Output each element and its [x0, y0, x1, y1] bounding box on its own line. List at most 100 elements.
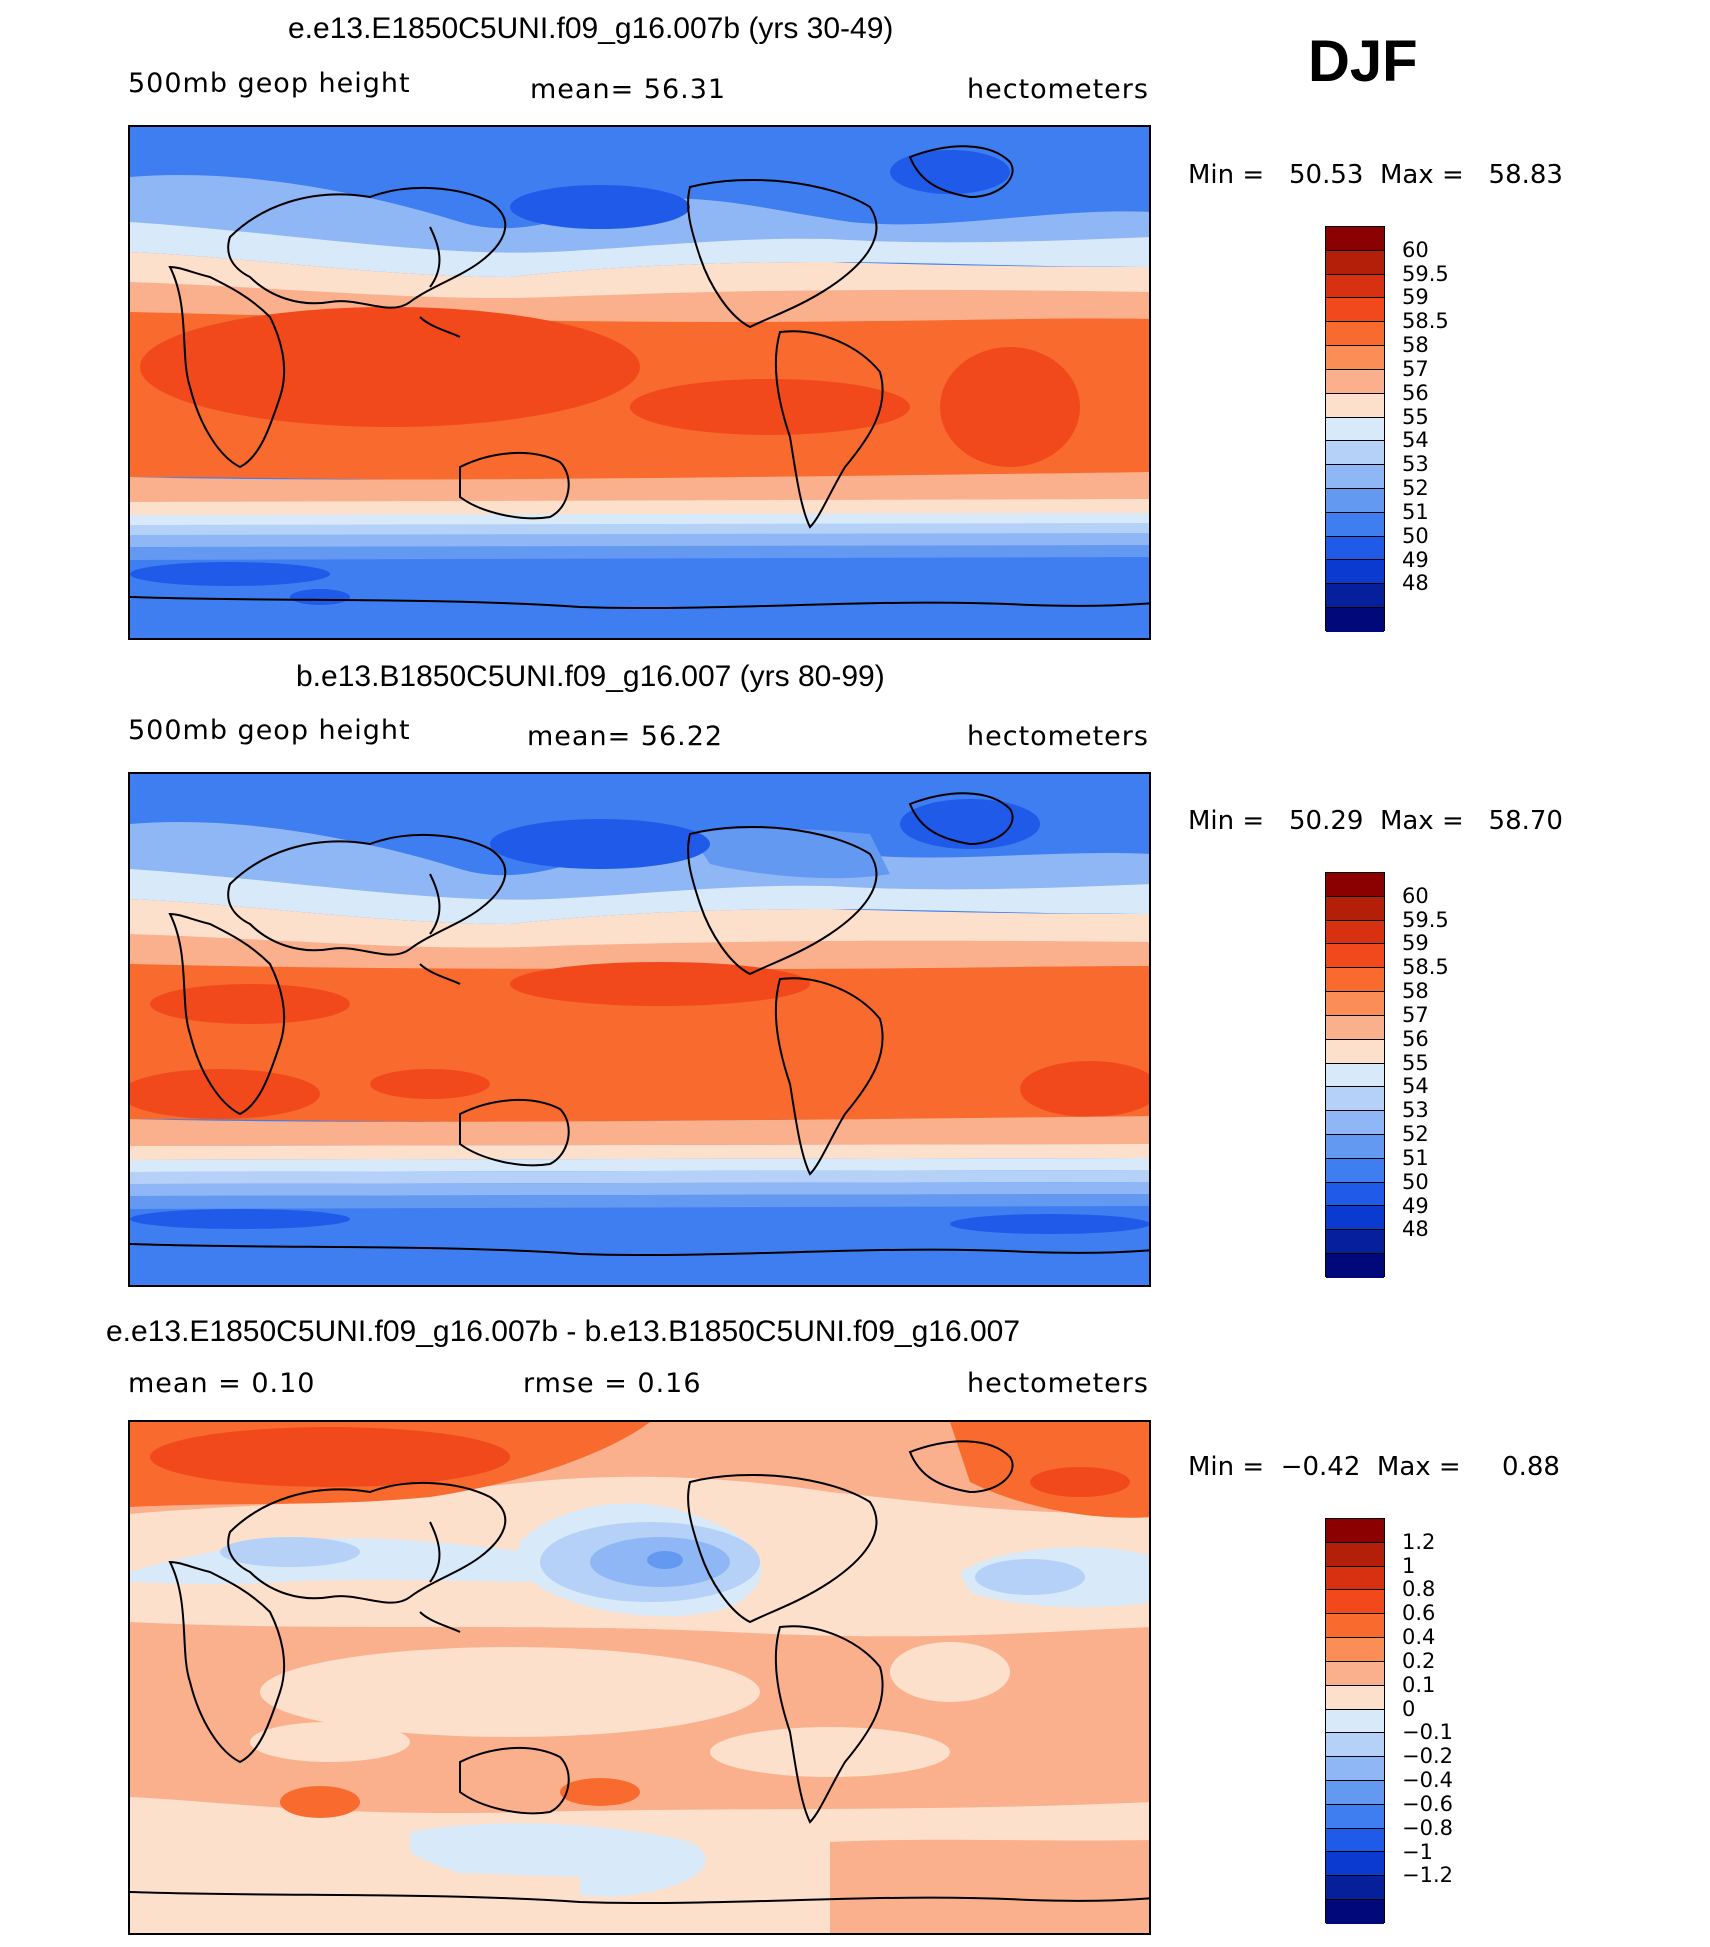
colorbar-swatch [1326, 1230, 1384, 1254]
panel-1-mean: mean= 56.31 [530, 74, 727, 105]
colorbar-label: 48 [1402, 571, 1429, 596]
colorbar-label: 1 [1402, 1553, 1416, 1578]
colorbar-label: 49 [1402, 1193, 1429, 1218]
panel-2-map-field [130, 774, 1149, 1285]
colorbar-label: 0.1 [1402, 1672, 1436, 1697]
panel-2-colorbar [1325, 872, 1385, 1278]
colorbar-label: 58 [1402, 333, 1429, 358]
colorbar-swatch [1326, 1206, 1384, 1231]
colorbar-swatch [1326, 896, 1384, 921]
colorbar-swatch [1326, 1614, 1384, 1639]
panel-3-map-field [130, 1422, 1149, 1933]
colorbar-label: 1.2 [1402, 1529, 1436, 1554]
colorbar-swatch [1326, 1158, 1384, 1183]
colorbar-swatch [1326, 250, 1384, 275]
colorbar-swatch [1326, 512, 1384, 537]
colorbar-label: 50 [1402, 523, 1429, 548]
colorbar-label: 54 [1402, 428, 1429, 453]
colorbar-swatch [1326, 1542, 1384, 1567]
colorbar-label: 60 [1402, 237, 1429, 262]
colorbar-swatch [1326, 465, 1384, 489]
panel-1-title: e.e13.E1850C5UNI.f09_g16.007b (yrs 30-49… [288, 12, 894, 45]
colorbar-label: −1 [1402, 1839, 1433, 1864]
panel-3-title: e.e13.E1850C5UNI.f09_g16.007b - b.e13.B1… [106, 1315, 1021, 1348]
colorbar-swatch [1326, 1780, 1384, 1805]
colorbar-swatch [1326, 1900, 1384, 1924]
colorbar-swatch [1326, 1087, 1384, 1112]
colorbar-label: 59 [1402, 285, 1429, 310]
colorbar-label: 58.5 [1402, 955, 1449, 980]
colorbar-label: 54 [1402, 1074, 1429, 1099]
colorbar-label: −0.4 [1402, 1768, 1453, 1793]
colorbar-swatch [1326, 417, 1384, 442]
panel-2-units: hectometers [967, 721, 1149, 752]
colorbar-label: −0.6 [1402, 1791, 1453, 1816]
panel-1-variable: 500mb geop height [128, 68, 411, 99]
colorbar-swatch [1326, 1134, 1384, 1159]
colorbar-swatch [1326, 488, 1384, 513]
colorbar-swatch [1326, 944, 1384, 969]
panel-1-colorbar [1325, 226, 1385, 632]
colorbar-swatch [1326, 1733, 1384, 1758]
colorbar-swatch [1326, 584, 1384, 608]
colorbar-swatch [1326, 1685, 1384, 1710]
colorbar-swatch [1326, 1566, 1384, 1591]
colorbar-label: −1.2 [1402, 1863, 1453, 1888]
colorbar-label: 0.4 [1402, 1625, 1436, 1650]
colorbar-swatch [1326, 920, 1384, 945]
colorbar-label: 51 [1402, 1145, 1429, 1170]
colorbar-swatch [1326, 968, 1384, 993]
colorbar-swatch [1326, 227, 1384, 251]
colorbar-swatch [1326, 393, 1384, 418]
panel-1-minmax: Min = 50.53 Max = 58.83 [1188, 160, 1563, 190]
colorbar-label: 48 [1402, 1217, 1429, 1242]
colorbar-label: 60 [1402, 883, 1429, 908]
colorbar-swatch [1326, 1852, 1384, 1877]
colorbar-label: 49 [1402, 547, 1429, 572]
panel-1-map [128, 125, 1151, 640]
colorbar-label: 56 [1402, 1026, 1429, 1051]
colorbar-label: 57 [1402, 1002, 1429, 1027]
colorbar-label: 59.5 [1402, 907, 1449, 932]
colorbar-swatch [1326, 873, 1384, 897]
panel-3-rmse: rmse = 0.16 [523, 1368, 702, 1399]
panel-3-colorbar [1325, 1518, 1385, 1924]
panel-2-variable: 500mb geop height [128, 715, 411, 746]
colorbar-label: 57 [1402, 356, 1429, 381]
panel-2-title: b.e13.B1850C5UNI.f09_g16.007 (yrs 80-99) [296, 660, 885, 693]
colorbar-swatch [1326, 1015, 1384, 1040]
panel-1-units: hectometers [967, 74, 1149, 105]
colorbar-swatch [1326, 369, 1384, 394]
colorbar-label: 51 [1402, 499, 1429, 524]
colorbar-label: 0 [1402, 1696, 1416, 1721]
colorbar-label: 56 [1402, 380, 1429, 405]
colorbar-swatch [1326, 441, 1384, 466]
colorbar-swatch [1326, 608, 1384, 632]
panel-3-mean: mean = 0.10 [128, 1368, 316, 1399]
panel-3-map [128, 1420, 1151, 1935]
colorbar-swatch [1326, 992, 1384, 1016]
colorbar-swatch [1326, 298, 1384, 323]
colorbar-swatch [1326, 536, 1384, 561]
colorbar-swatch [1326, 322, 1384, 347]
colorbar-swatch [1326, 1519, 1384, 1543]
colorbar-swatch [1326, 1709, 1384, 1734]
colorbar-label: 53 [1402, 1098, 1429, 1123]
colorbar-label: −0.8 [1402, 1815, 1453, 1840]
colorbar-label: 53 [1402, 452, 1429, 477]
colorbar-label: 58.5 [1402, 309, 1449, 334]
colorbar-swatch [1326, 1590, 1384, 1615]
colorbar-swatch [1326, 274, 1384, 299]
colorbar-swatch [1326, 1661, 1384, 1686]
panel-1-map-field [130, 127, 1149, 638]
colorbar-swatch [1326, 1254, 1384, 1278]
colorbar-swatch [1326, 1063, 1384, 1088]
colorbar-swatch [1326, 1039, 1384, 1064]
colorbar-swatch [1326, 1804, 1384, 1829]
colorbar-swatch [1326, 1757, 1384, 1781]
panel-2-minmax: Min = 50.29 Max = 58.70 [1188, 806, 1563, 836]
colorbar-label: 52 [1402, 1122, 1429, 1147]
colorbar-swatch [1326, 1638, 1384, 1662]
colorbar-label: 55 [1402, 404, 1429, 429]
colorbar-label: 50 [1402, 1169, 1429, 1194]
